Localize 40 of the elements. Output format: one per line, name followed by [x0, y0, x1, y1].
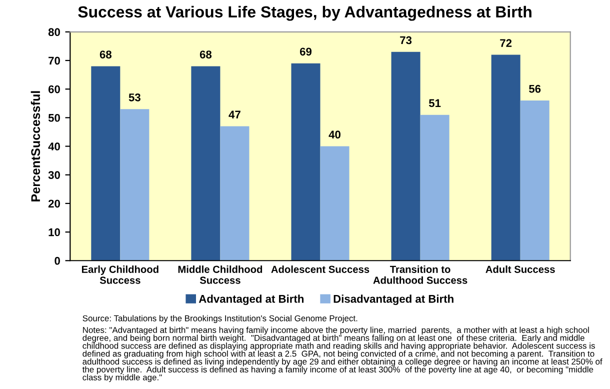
bar	[320, 146, 350, 261]
y-tick-label: 50	[48, 114, 60, 122]
bar	[491, 54, 520, 261]
x-tick-label: Adult Success	[486, 265, 555, 273]
x-tick-label: Early Childhood Success	[82, 265, 158, 284]
legend-label: Disadvantaged at Birth	[334, 294, 454, 306]
data-label: 40	[328, 130, 340, 139]
text: Notes: "Advantaged at birth" means having family income above the poverty line, married parents, a mother with at least a high school degree, and being born normal birth weight. "Disadvantaged at birth" means falling on at least one of these criteria. Early and middle childhood success are defined as displaying appropriate math and reading skills and having appropriate behavior. Adolescent success is defined as graduating from high school with at least a 2.5 GPA, not being convicted of a crime, and not becoming a parent. Transition to adulthood success is defined as living independently by age 29 and either obtaining a college degree or having an income at least 250% of the poverty line. Adult success is defined as having a family income of at least 300% of the poverty line at age 40, or becoming "middle class by middle age."	[82, 326, 602, 382]
data-label: 69	[300, 48, 312, 56]
y-axis-title: PercentSuccessful	[30, 91, 40, 202]
x-tick-label: Middle Childhood Success	[178, 265, 262, 284]
y-tick-label: 40	[48, 142, 60, 150]
y-tick-label: 20	[48, 200, 60, 208]
x-tick-label: Adolescent Success	[271, 265, 370, 273]
y-tick-label: 30	[48, 171, 60, 180]
data-label: 68	[200, 50, 212, 58]
y-tick-label: 0	[54, 256, 60, 265]
data-label: 47	[228, 110, 240, 118]
source-note: Source: Tabulations by the Brookings Institution's Social Genome Project.	[82, 315, 358, 323]
x-tick-label: Transition to Adulthood Success	[373, 265, 468, 284]
y-tick-label: 70	[48, 56, 60, 65]
legend-label: Advantaged at Birth	[198, 294, 304, 306]
data-label: 51	[428, 99, 441, 108]
y-tick-label: 80	[48, 28, 60, 36]
data-label: 56	[529, 84, 541, 93]
y-tick-label: 10	[48, 228, 60, 236]
bar	[91, 66, 120, 261]
bar	[191, 66, 220, 261]
data-label: 53	[128, 93, 140, 102]
data-label: 68	[100, 50, 112, 58]
bar	[120, 109, 150, 261]
bar	[420, 114, 450, 261]
bar	[520, 100, 550, 261]
y-tick-label: 60	[48, 85, 60, 94]
data-label: 73	[400, 36, 412, 44]
data-label: 72	[500, 39, 512, 47]
bar	[220, 126, 250, 261]
chart-title: Success at Various Life Stages, by Advantagedness at Birth	[78, 6, 532, 21]
bar	[391, 52, 420, 261]
bar	[291, 63, 320, 261]
